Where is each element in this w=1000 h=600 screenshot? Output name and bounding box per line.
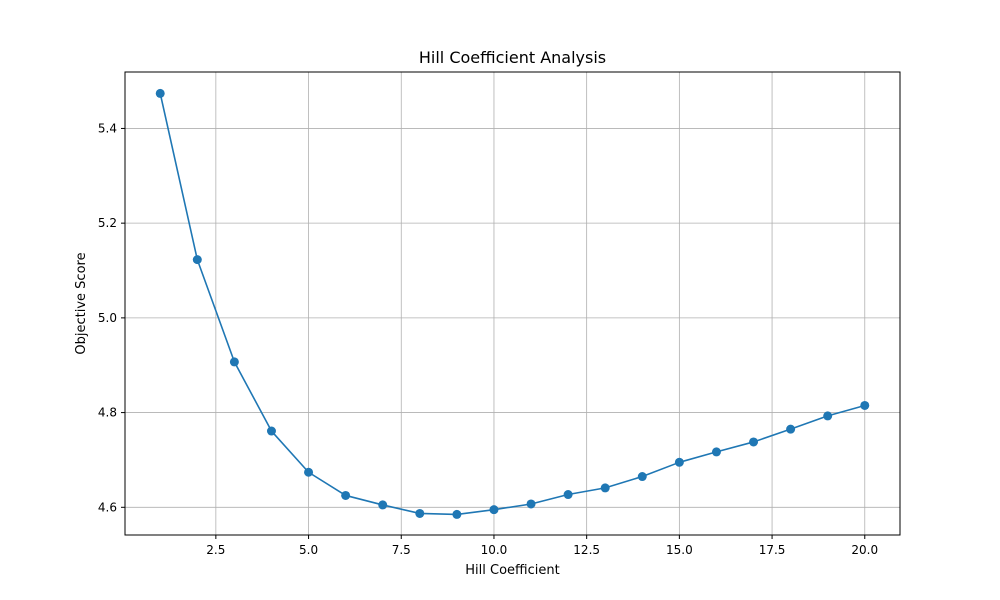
data-point [192,255,202,265]
data-point [526,499,536,509]
series-line [159,93,865,516]
x-tick-label: 20.0 [851,543,878,557]
data-point [341,490,351,500]
data-point [229,357,239,367]
data-point [674,457,684,467]
x-tick-label: 17.5 [759,543,786,557]
x-axis-label: Hill Coefficient [465,563,559,578]
x-tick-label: 10.0 [481,543,508,557]
data-point [637,472,647,482]
x-tick-label: 5.0 [299,543,318,557]
data-point [266,426,276,436]
x-tick-label: 7.5 [392,543,411,557]
y-axis: 4.6 4.8 5.0 5.2 5.4 [98,121,125,514]
y-tick-label: 5.4 [98,121,117,135]
y-tick-label: 4.8 [98,406,117,420]
series-layer [155,88,870,519]
y-tick-label: 4.6 [98,500,117,514]
y-axis-label: Objective Score [74,252,89,354]
data-point [823,411,833,421]
chart-title: Hill Coefficient Analysis [419,48,606,67]
y-tick-label: 5.2 [98,216,117,230]
data-point [711,447,721,457]
data-point [860,400,870,410]
data-point [786,424,796,434]
data-point [378,500,388,510]
grid [125,72,900,535]
data-point [452,509,462,519]
data-point [155,88,165,98]
data-point [304,467,314,477]
data-point [563,490,573,500]
x-tick-label: 15.0 [666,543,693,557]
data-point [749,437,759,447]
plot-frame [124,71,901,536]
x-tick-label: 2.5 [206,543,225,557]
data-point [415,508,425,518]
x-tick-label: 12.5 [573,543,600,557]
plot-area [125,72,900,535]
data-point [489,505,499,515]
x-axis: 2.5 5.0 7.5 10.0 12.5 15.0 17.5 20.0 [206,535,878,557]
y-tick-label: 5.0 [98,311,117,325]
data-point [600,483,610,493]
